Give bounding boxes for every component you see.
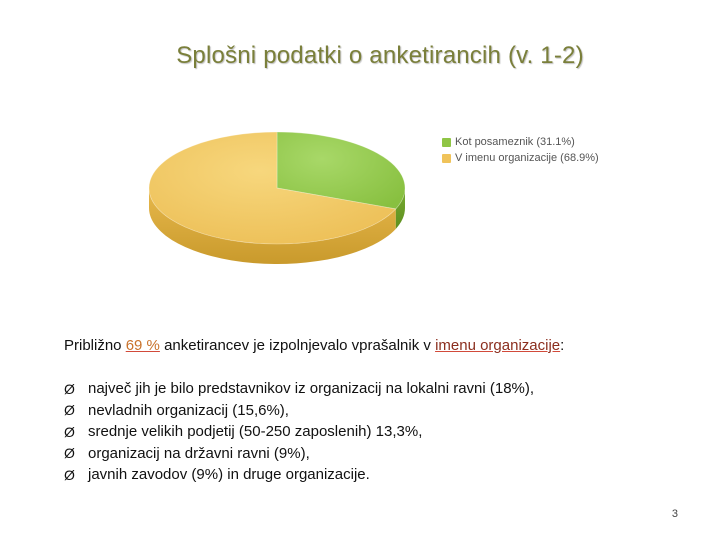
lead-emphasis: imenu organizacije: [435, 337, 561, 354]
legend-item: V imenu organizacije (68.9%): [442, 150, 599, 166]
pie-chart-svg: [148, 131, 406, 264]
page-number: 3: [671, 508, 678, 520]
list-item-text: srednje velikih podjetij (50-250 zaposle…: [88, 423, 423, 441]
pie-slices: [148, 131, 406, 264]
arrow-bullet-icon: Ø: [64, 380, 75, 397]
legend-label: V imenu organizacije (68.9%): [455, 152, 599, 164]
lead-percent: 69 %: [125, 337, 160, 354]
arrow-bullet-icon: Ø: [64, 402, 75, 419]
list-item-text: nevladnih organizacij (15,6%),: [88, 401, 289, 419]
legend-item: Kot posameznik (31.1%): [442, 134, 599, 150]
list-item-text: največ jih je bilo predstavnikov iz orga…: [88, 380, 535, 398]
lead-paragraph: Približno 69 % anketirancev je izpolnjev…: [64, 337, 564, 354]
chart-legend: Kot posameznik (31.1%) V imenu organizac…: [442, 134, 599, 166]
arrow-bullet-icon: Ø: [64, 466, 75, 483]
list-item-text: organizacij na državni ravni (9%),: [88, 444, 310, 462]
list-item-text: javnih zavodov (9%) in druge organizacij…: [88, 466, 370, 484]
pie-chart: [130, 120, 620, 300]
arrow-bullet-icon: Ø: [64, 423, 75, 440]
pie-slice-organization: [148, 131, 397, 245]
slide-title: Splošni podatki o anketirancih (v. 1-2): [176, 42, 584, 69]
lead-prefix: Približno: [64, 337, 126, 354]
pie-slice-individual: [276, 131, 406, 210]
legend-swatch-green: [442, 137, 451, 147]
legend-label: Kot posameznik (31.1%): [455, 136, 575, 148]
legend-swatch-yellow: [442, 153, 451, 163]
pie-slice-side: [149, 188, 396, 264]
pie-slice-side: [395, 188, 405, 229]
lead-middle: anketirancev je izpolnjevalo vprašalnik …: [159, 337, 436, 354]
arrow-bullet-icon: Ø: [64, 445, 75, 462]
lead-suffix: :: [560, 337, 565, 354]
